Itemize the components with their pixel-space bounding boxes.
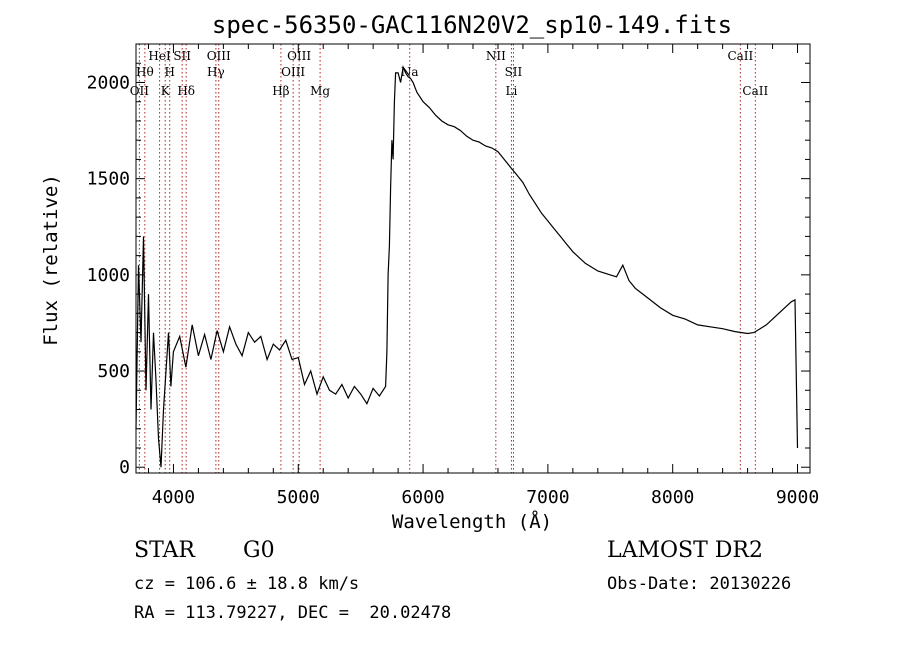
spectral-line-label: Hγ <box>207 65 225 79</box>
x-tick-label: 5000 <box>277 487 320 508</box>
y-tick-label: 1500 <box>87 169 130 190</box>
spectral-line-label: Hβ <box>272 84 289 98</box>
spectral-line-label: SII <box>505 65 523 79</box>
spectral-line-label: OIII <box>207 49 231 63</box>
y-tick-label: 0 <box>119 457 130 478</box>
spectral-line-label: CaII <box>727 49 753 63</box>
x-tick-label: 7000 <box>526 487 569 508</box>
spectral-line-label: Hθ <box>136 65 154 79</box>
spectral-line-label: CaII <box>742 84 768 98</box>
x-tick-label: 4000 <box>152 487 195 508</box>
x-axis-label: Wavelength (Å) <box>392 510 552 533</box>
x-tick-label: 9000 <box>776 487 819 508</box>
spectral-line-label: Mg <box>310 84 330 98</box>
object-subclass: G0 <box>243 538 275 563</box>
plot-frame <box>135 43 811 474</box>
observation-date: Obs-Date: 20130226 <box>607 574 792 594</box>
y-tick-label: 1000 <box>87 265 130 286</box>
survey-name: LAMOST DR2 <box>607 538 763 563</box>
y-axis-label: Flux (relative) <box>40 174 62 346</box>
spectral-line-label: K <box>161 84 171 98</box>
spectral-line-label: OIII <box>281 65 305 79</box>
spectral-line-label: OII <box>130 84 150 98</box>
sky-coordinates: RA = 113.79227, DEC = 20.02478 <box>134 603 452 623</box>
x-tick-label: 8000 <box>651 487 694 508</box>
x-tick-label: 6000 <box>401 487 444 508</box>
spectrum-series-line <box>135 64 799 468</box>
spectral-line-label: HeI <box>148 49 171 63</box>
spectral-line-label: Hδ <box>177 84 195 98</box>
plot-area: OII Hθ HeI KH SII Hδ Hγ OIII Hβ OIII OIII Mg Na NII Li… <box>87 43 819 508</box>
y-tick-label: 2000 <box>87 72 130 93</box>
spectral-line-label: SII <box>173 49 191 63</box>
spectral-line-label: Li <box>506 84 518 98</box>
spectral-line-label: H <box>164 65 174 79</box>
y-tick-label: 500 <box>97 361 130 382</box>
spectral-line-label: NII <box>486 49 506 63</box>
spectral-line-label: OIII <box>287 49 311 63</box>
chart-title: spec-56350-GAC116N20V2_sp10-149.fits <box>212 11 732 39</box>
redshift-velocity: cz = 106.6 ± 18.8 km/s <box>134 574 360 594</box>
object-class: STAR <box>134 538 195 563</box>
spectral-line-label: Na <box>401 65 419 79</box>
